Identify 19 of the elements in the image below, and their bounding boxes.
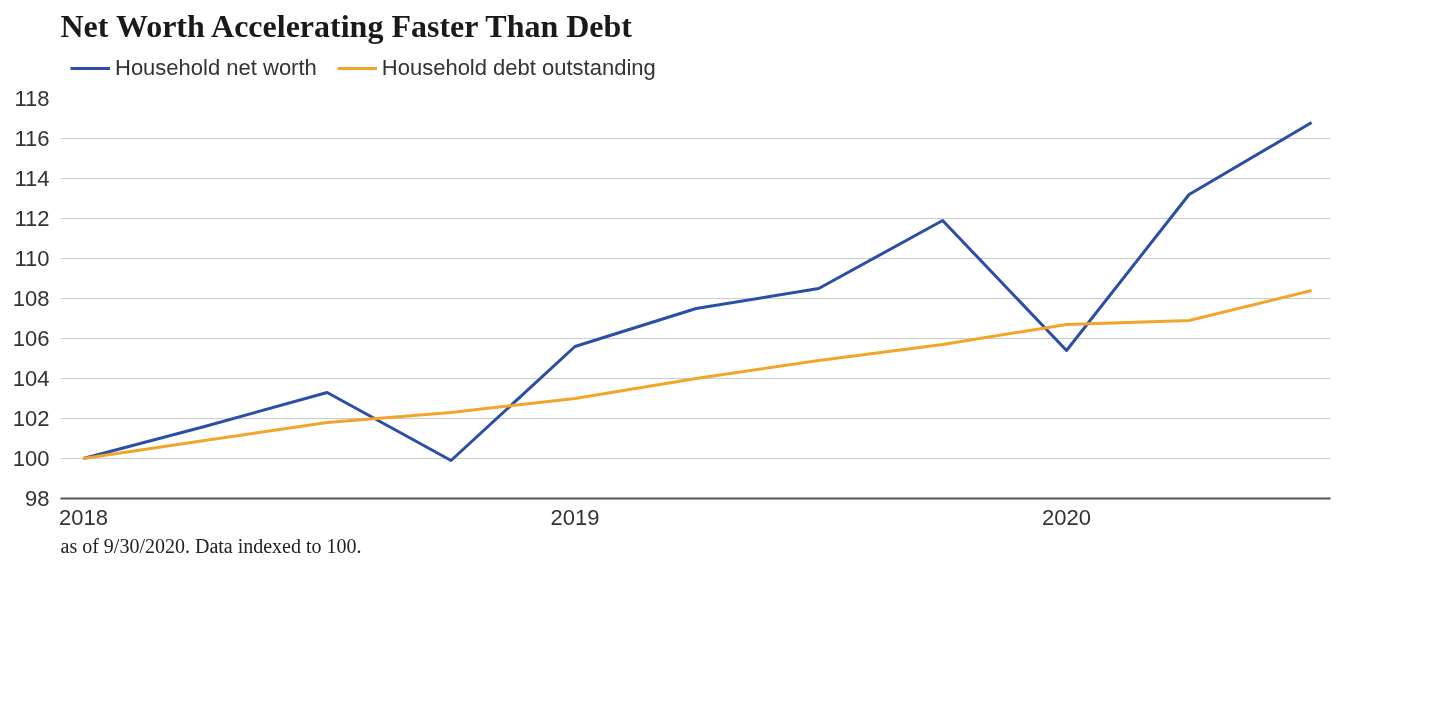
chart-title: Net Worth Accelerating Faster Than Debt bbox=[60, 7, 633, 44]
x-tick-label: 2019 bbox=[550, 504, 600, 530]
x-tick-label: 2020 bbox=[1042, 504, 1092, 530]
y-tick-label: 98 bbox=[25, 486, 50, 511]
y-tick-label: 112 bbox=[14, 206, 50, 231]
y-tick-label: 106 bbox=[12, 326, 50, 351]
y-tick-label: 108 bbox=[12, 286, 50, 311]
legend-label: Household net worth bbox=[115, 55, 317, 81]
y-tick-label: 114 bbox=[14, 166, 50, 191]
y-tick-label: 116 bbox=[14, 126, 50, 151]
legend-label: Household debt outstanding bbox=[381, 55, 656, 81]
line-series bbox=[81, 289, 1314, 460]
text: as of 9/30/2020. Data indexed to 100. bbox=[60, 534, 362, 557]
x-tick-label: 2018 bbox=[58, 504, 108, 530]
y-tick-label: 100 bbox=[12, 446, 50, 471]
y-tick-label: 102 bbox=[12, 406, 50, 431]
y-tick-label: 110 bbox=[14, 246, 50, 271]
y-tick-label: 118 bbox=[14, 86, 50, 111]
y-tick-label: 104 bbox=[12, 366, 50, 391]
